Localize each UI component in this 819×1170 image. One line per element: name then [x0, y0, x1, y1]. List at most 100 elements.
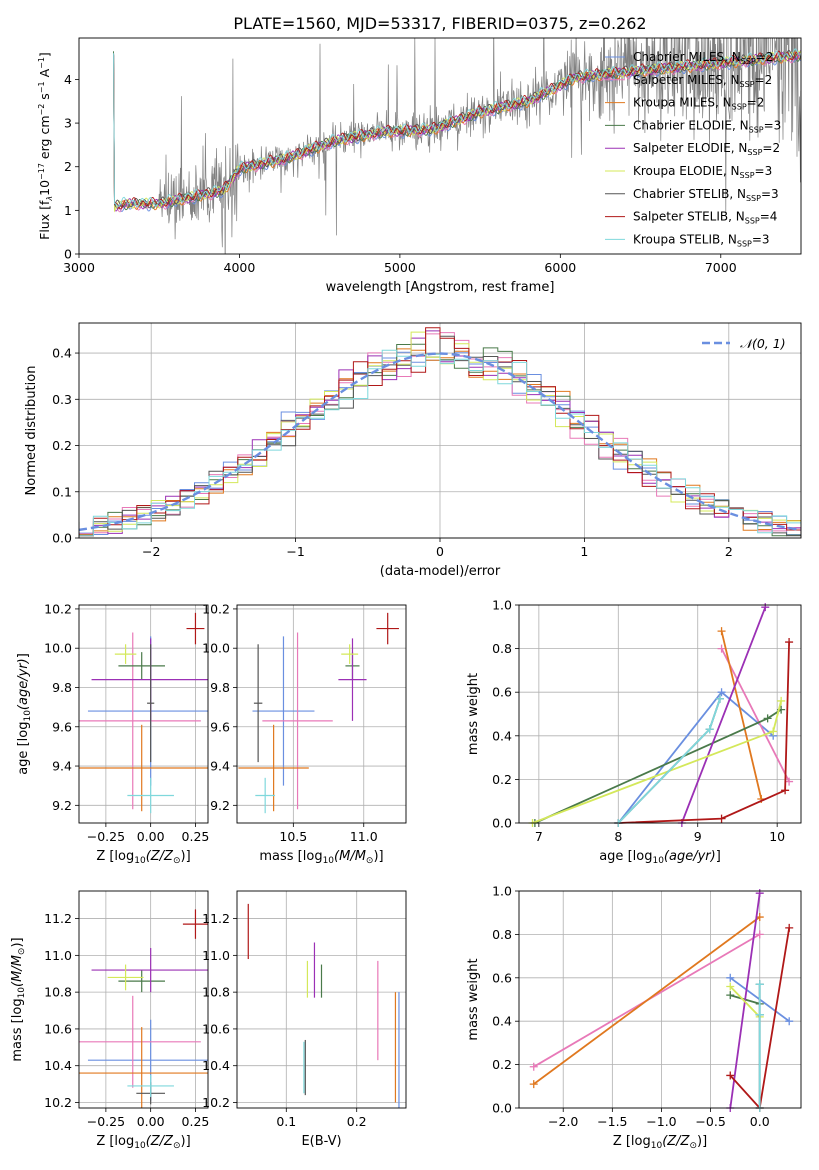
legend-label: Salpeter MILES, NSSP=2	[633, 73, 772, 89]
errorbar-kroupa-stelib	[255, 777, 276, 814]
errorbar-salpeter-miles	[79, 995, 201, 1088]
y-tick-label: 10.6	[202, 1021, 230, 1036]
y-tick-label: 9.8	[52, 680, 72, 695]
weight-marker	[717, 644, 726, 653]
y-tick-label: 10.2	[202, 1095, 230, 1110]
y-axis-label: mass weight	[466, 958, 481, 1040]
weight-marker	[715, 694, 724, 703]
weight-marker	[726, 982, 735, 991]
x-tick-label: 9	[694, 829, 702, 844]
figure-title: PLATE=1560, MJD=53317, FIBERID=0375, z=0…	[233, 14, 646, 33]
x-tick-label: −0.25	[87, 1114, 125, 1129]
mass_vs_Z-panel: −0.25 0.00 0.25 10.2 10.4 10.6 10.8 11.0 11.2 Z […	[10, 890, 209, 1151]
y-tick-label: 0.4	[492, 1014, 512, 1029]
axes-frame	[236, 890, 407, 1109]
axes-frame	[236, 604, 407, 824]
weight-marker	[777, 696, 786, 705]
model-spectrum-chabrier-stelib	[113, 50, 801, 209]
x-tick-label: 0.25	[182, 829, 210, 844]
x-axis-label: Z [log10(Z/Z⊙)]	[96, 1134, 190, 1151]
weight-marker	[769, 727, 778, 736]
errorbar-kroupa-stelib	[127, 777, 174, 814]
y-axis-label: mass [log10(M/M⊙)]	[10, 937, 27, 1061]
y-tick-label: 9.6	[52, 719, 72, 734]
legend-label: Salpeter STELIB, NSSP=4	[633, 210, 777, 226]
axes-frame	[78, 37, 802, 255]
x-tick-label: 7000	[705, 260, 737, 275]
errorbar-chabrier-miles	[252, 636, 315, 786]
axes-frame	[78, 322, 802, 539]
x-axis-label: mass [log10(M/M⊙)]	[259, 849, 383, 866]
weight-marker	[781, 786, 790, 795]
weight-series-kroupa-miles	[529, 913, 764, 1089]
axes-frame	[518, 890, 802, 1109]
y-tick-label: 0.4	[52, 346, 72, 361]
y-tick-label: 0.0	[492, 1101, 512, 1116]
errorbar-kroupa-miles	[238, 724, 309, 812]
y-axis-label: mass weight	[466, 673, 481, 755]
residuals-panel: −2 −1 0 1 2 0.0 0.1 0.2 0.3 0.4 𝒩(0, 1) (data-model…	[24, 322, 802, 579]
weight_vs_Z-panel: −2.0 −1.5 −1.0 −0.5 0.0 0.0 0.2 0.4 0.6 0.8 1.0 Z […	[466, 884, 802, 1151]
x-tick-label: 0.00	[137, 829, 165, 844]
y-tick-label: 9.6	[210, 719, 230, 734]
weight-marker	[726, 973, 735, 982]
errorbar-kroupa-elodie	[341, 644, 359, 664]
legend-label: Chabrier ELODIE, NSSP=3	[633, 118, 781, 134]
y-tick-label: 11.2	[202, 911, 230, 926]
y-tick-label: 10.0	[202, 641, 230, 656]
errorbar-kroupa-elodie	[114, 644, 137, 664]
x-axis-label: (data-model)/error	[380, 564, 501, 579]
y-axis-label: Normed distribution	[24, 366, 39, 496]
y-tick-label: 0.2	[492, 1057, 512, 1072]
spectrum-panel: 3000 4000 5000 6000 7000 0 1 2 3 4 Chabrier MILES,…	[37, 37, 802, 295]
y-tick-label: 10.8	[202, 985, 230, 1000]
x-axis-label: Z [log10(Z/Z⊙)]	[96, 849, 190, 866]
y-axis-label: age [log10(age/yr)]	[16, 653, 33, 775]
y-tick-label: 0.0	[492, 816, 512, 831]
weight-marker	[785, 638, 794, 647]
y-tick-label: 3	[64, 116, 72, 131]
weight-marker	[785, 1017, 794, 1026]
x-tick-label: 0.2	[347, 1114, 367, 1129]
y-tick-label: 10.4	[202, 1058, 230, 1073]
x-tick-label: 0	[436, 544, 444, 559]
weight-marker	[717, 627, 726, 636]
x-tick-label: 4000	[224, 260, 256, 275]
weight-marker	[763, 714, 772, 723]
x-tick-label: −2	[142, 544, 160, 559]
weight-marker	[761, 603, 770, 612]
legend-label: 𝒩(0, 1)	[740, 336, 786, 351]
y-tick-label: 10.2	[44, 1095, 72, 1110]
x-tick-label: −1	[286, 544, 304, 559]
y-tick-label: 0.6	[492, 970, 512, 985]
errorbar-salpeter-elodie	[338, 638, 367, 721]
x-tick-label: 6000	[544, 260, 576, 275]
y-tick-label: 0.6	[492, 685, 512, 700]
x-tick-label: 5000	[384, 260, 416, 275]
y-tick-label: 11.2	[44, 911, 72, 926]
weight-marker	[755, 930, 764, 939]
weight-marker	[755, 889, 764, 898]
x-tick-label: −2.0	[548, 1114, 578, 1129]
y-axis-label: Flux [fλ10−17 erg cm−2 s−1 A−1]	[37, 52, 54, 240]
x-tick-label: −0.5	[695, 1114, 725, 1129]
y-tick-label: 0.0	[52, 531, 72, 546]
y-tick-label: 2	[64, 159, 72, 174]
mass_vs_EBV-panel: 0.1 0.2 10.2 10.4 10.6 10.8 11.0 11.2 E(B-V)	[202, 890, 407, 1149]
y-tick-label: 0	[64, 247, 72, 262]
weight-series-salpeter-miles	[717, 644, 794, 786]
y-tick-label: 0.3	[52, 392, 72, 407]
x-tick-label: 0.1	[276, 1114, 296, 1129]
errorbar-salpeter-stelib	[186, 612, 205, 645]
x-tick-label: 10	[769, 829, 785, 844]
errorbar-salpeter-miles	[262, 632, 333, 810]
errorbar-chabrier-elodie	[118, 652, 165, 680]
x-tick-label: 0.00	[137, 1114, 165, 1129]
legend-label: Salpeter ELODIE, NSSP=2	[633, 141, 780, 157]
weight-marker	[529, 1062, 538, 1071]
x-tick-label: −0.25	[87, 829, 125, 844]
weight-marker	[785, 923, 794, 932]
errorbar-kroupa-miles	[79, 1027, 208, 1108]
y-tick-label: 0.1	[52, 484, 72, 499]
